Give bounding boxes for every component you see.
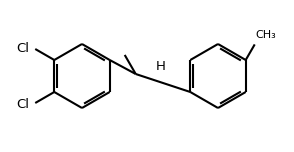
Text: Cl: Cl [16,43,29,55]
Text: Cl: Cl [16,97,29,111]
Text: CH₃: CH₃ [256,30,276,40]
Text: H: H [156,60,166,73]
